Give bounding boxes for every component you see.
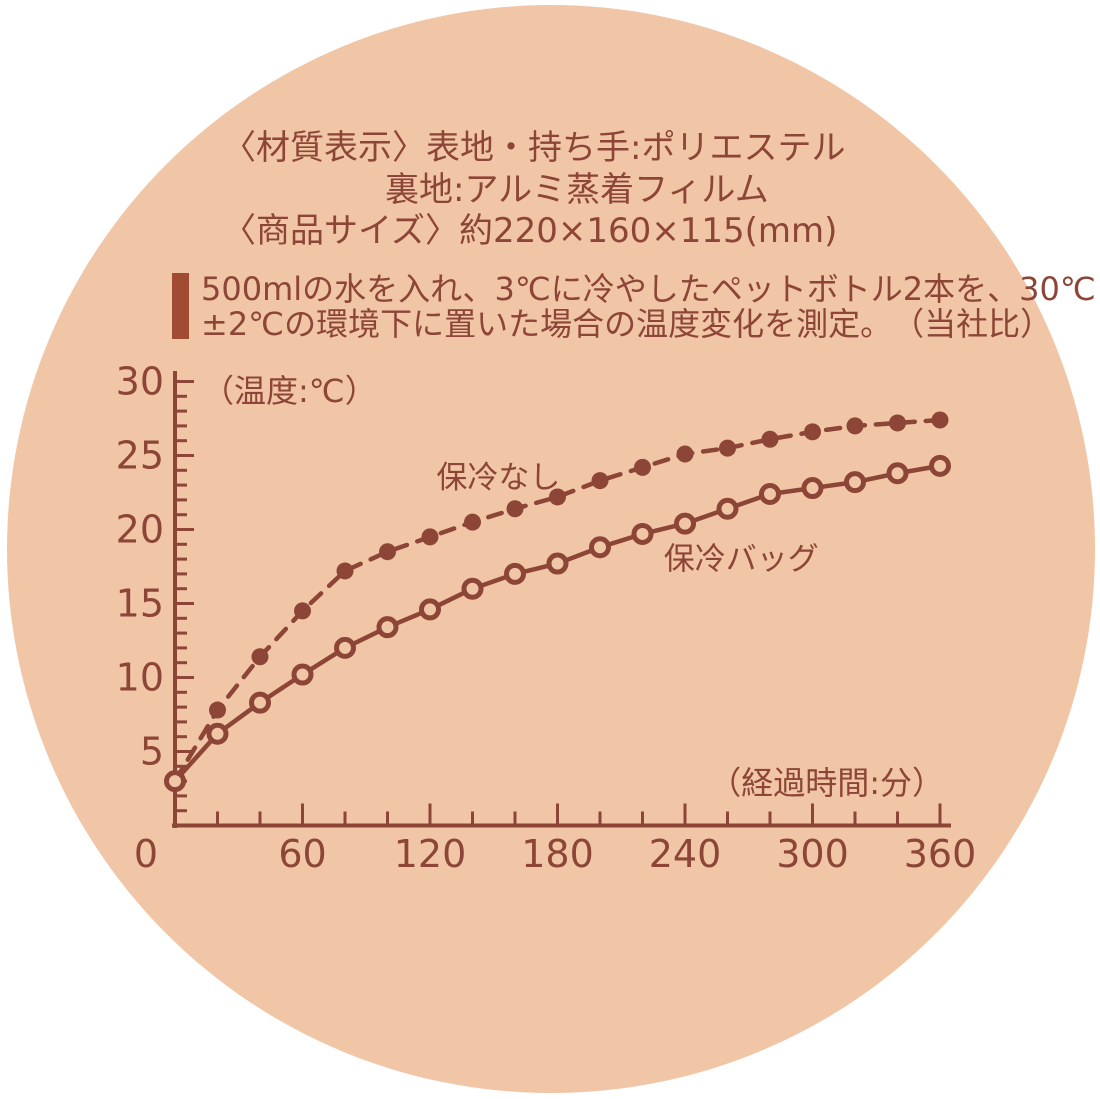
size-line: 〈商品サイズ〉約220×160×115(mm) xyxy=(222,211,838,251)
x-tick-label: 60 xyxy=(278,832,326,876)
data-point-filled xyxy=(634,458,651,476)
x-tick-label: 120 xyxy=(394,832,467,876)
data-point-open xyxy=(929,454,951,477)
y-tick-label: 20 xyxy=(116,508,164,552)
data-point-open xyxy=(249,691,271,714)
data-point-open xyxy=(801,477,824,500)
data-point-filled xyxy=(506,500,524,518)
material-line-2: 裏地:アルミ蒸着フィルム xyxy=(385,170,769,210)
data-point-filled xyxy=(379,543,396,561)
data-point-filled xyxy=(421,528,439,546)
material-value: 表地・持ち手:ポリエステル xyxy=(426,128,846,168)
material-label: 〈材質表示〉 xyxy=(222,128,426,168)
data-point-open xyxy=(461,577,484,600)
x-tick-label: 180 xyxy=(521,832,594,876)
data-point-filled xyxy=(719,439,736,457)
data-point-open xyxy=(674,512,696,535)
series-label: 保冷バッグ xyxy=(664,541,819,577)
y-axis-caption: （温度:℃） xyxy=(202,372,377,410)
data-point-filled xyxy=(336,562,354,580)
y-tick-label: 15 xyxy=(116,582,164,626)
x-tick-label: 300 xyxy=(776,832,849,876)
data-point-filled xyxy=(889,414,906,432)
data-point-open xyxy=(886,462,909,485)
y-tick-label: 30 xyxy=(116,360,164,404)
data-point-filled xyxy=(804,423,821,441)
series-label: 保冷なし xyxy=(436,460,560,496)
data-point-open xyxy=(844,471,866,494)
data-point-open xyxy=(164,770,186,793)
data-point-open xyxy=(419,598,441,621)
data-point-filled xyxy=(294,602,311,620)
data-point-filled xyxy=(931,411,949,429)
y-tick-label: 10 xyxy=(116,656,164,700)
data-point-filled xyxy=(676,445,694,463)
material-line-1: 〈材質表示〉表地・持ち手:ポリエステル xyxy=(222,128,846,168)
x-tick-label: 0 xyxy=(134,832,158,876)
description-line-1: 500mlの水を入れ、3℃に冷やしたペットボトル2本を、30℃ xyxy=(201,270,1096,308)
data-point-open xyxy=(716,497,739,520)
data-point-filled xyxy=(251,648,269,666)
x-tick-label: 240 xyxy=(649,832,722,876)
size-label: 〈商品サイズ〉 xyxy=(222,211,459,251)
description-line-2: ±2℃の環境下に置いた場合の温度変化を測定。 （当社比） xyxy=(201,305,1052,343)
description-marker-bar xyxy=(172,273,189,339)
data-point-open xyxy=(291,663,314,686)
y-tick-label: 25 xyxy=(116,434,164,478)
data-point-filled xyxy=(591,472,609,490)
data-point-open xyxy=(504,562,526,585)
company-comparison-note: （当社比） xyxy=(892,305,1053,343)
data-point-filled xyxy=(209,701,226,719)
background-circle xyxy=(7,5,1095,1093)
y-tick-label: 5 xyxy=(140,730,164,774)
data-point-open xyxy=(759,482,781,505)
data-point-open xyxy=(376,616,399,639)
data-point-open xyxy=(631,522,654,545)
data-point-open xyxy=(546,552,569,575)
data-point-filled xyxy=(846,417,864,435)
data-point-filled xyxy=(761,430,779,448)
size-value: 約220×160×115(mm) xyxy=(458,211,838,251)
data-point-filled xyxy=(549,488,566,506)
x-tick-label: 360 xyxy=(904,832,977,876)
x-axis-caption: （経過時間:分） xyxy=(709,764,944,802)
series-line-cooling-bag xyxy=(172,463,943,784)
data-point-open xyxy=(589,536,611,559)
data-point-filled xyxy=(464,513,481,531)
data-point-open xyxy=(206,722,229,745)
data-point-open xyxy=(334,636,356,659)
description-line-2-text: ±2℃の環境下に置いた場合の温度変化を測定。 xyxy=(201,305,893,343)
